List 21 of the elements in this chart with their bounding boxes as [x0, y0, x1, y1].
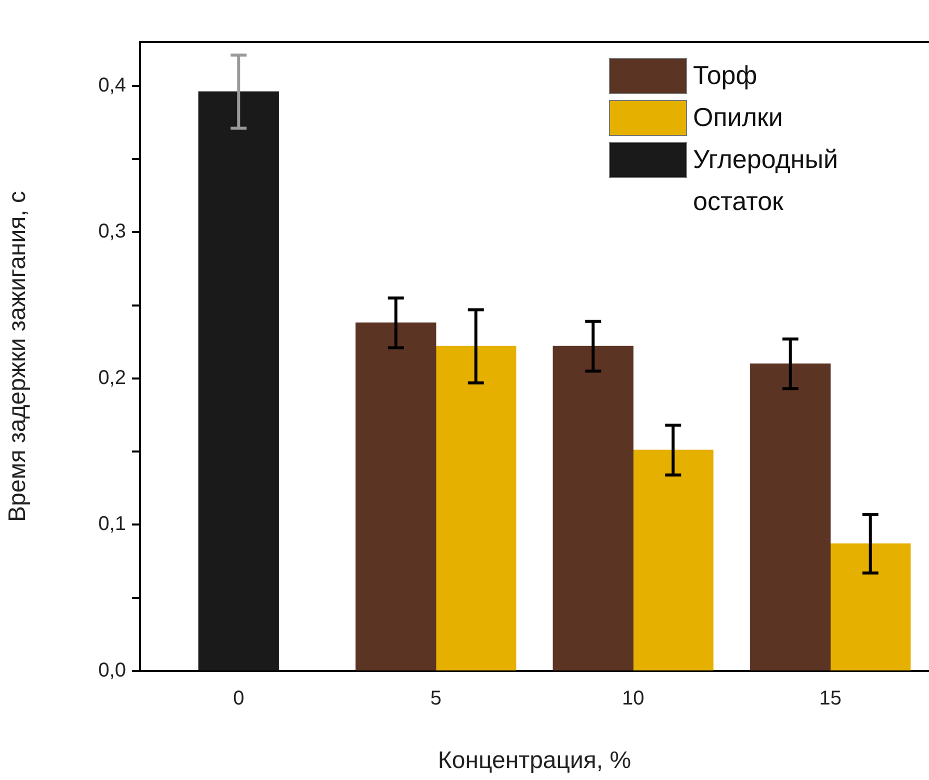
bar [198, 91, 279, 670]
x-tick-label: 0 [233, 688, 244, 710]
bar [552, 346, 634, 670]
x-tick-label: 15 [819, 688, 842, 710]
bar [436, 346, 516, 670]
bar [750, 363, 831, 670]
y-axis-title: Время задержки зажигания, с [4, 191, 32, 522]
y-tick-label: 0,3 [98, 220, 126, 243]
bar [632, 450, 714, 670]
y-tick-label: 0,1 [98, 513, 126, 536]
x-tick-label: 10 [622, 688, 644, 710]
y-tick-label: 0,2 [98, 366, 126, 389]
y-tick-label: 0,0 [98, 660, 126, 682]
legend-label: Углеродный остаток [693, 143, 839, 218]
x-axis-title: Концентрация, % [438, 747, 632, 774]
x-tick-label: 5 [430, 688, 442, 710]
y-tick-label: 0,4 [98, 74, 126, 96]
bar [830, 543, 911, 670]
bar [356, 322, 436, 670]
legend-label: Торф [693, 59, 758, 92]
legend-label: Опилки [693, 101, 783, 134]
